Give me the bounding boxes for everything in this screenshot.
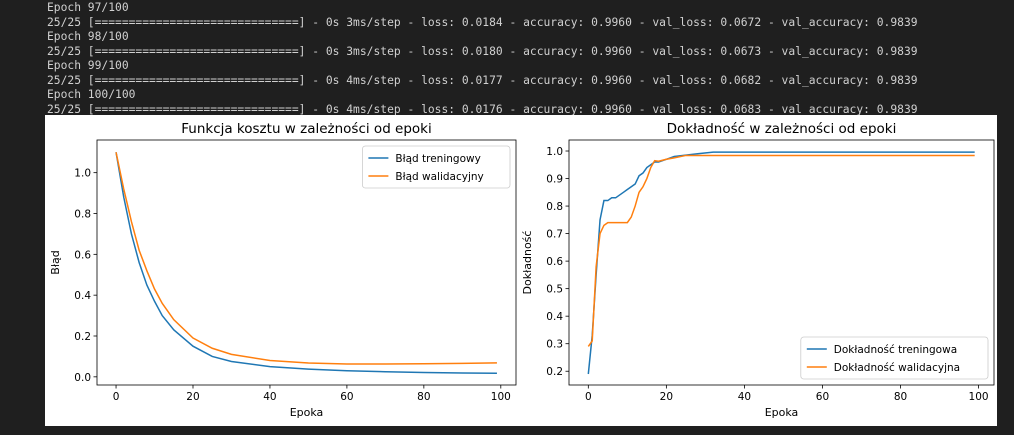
x-tick-label: 0	[113, 391, 120, 403]
terminal-line: Epoch 100/100	[47, 88, 136, 101]
y-tick-label: 0.6	[74, 249, 91, 261]
terminal-line: Epoch 97/100	[47, 1, 129, 14]
x-tick-label: 40	[738, 391, 751, 403]
y-tick-label: 0.3	[546, 339, 563, 351]
x-tick-label: 100	[969, 391, 989, 403]
y-tick-label: 0.9	[546, 174, 563, 186]
y-tick-label: 0.5	[546, 284, 563, 296]
legend-label: Błąd walidacyjny	[395, 171, 483, 183]
y-tick-label: 0.8	[546, 201, 563, 213]
data-line	[115, 152, 497, 374]
y-tick-label: 0.4	[74, 290, 91, 302]
x-axis-label: Epoka	[765, 406, 799, 419]
chart-title: Funkcja kosztu w zależności od epoki	[181, 121, 432, 137]
y-axis-label: Błąd	[49, 250, 62, 274]
legend-label: Dokładność treningowa	[834, 344, 957, 356]
data-line	[587, 154, 975, 347]
terminal-line: 25/25 [==============================] -…	[47, 73, 918, 87]
terminal-line: 25/25 [==============================] -…	[47, 15, 918, 29]
y-tick-label: 0.6	[546, 256, 563, 268]
x-tick-label: 0	[585, 391, 592, 403]
y-tick-label: 0.2	[74, 331, 91, 343]
x-tick-label: 60	[816, 391, 829, 403]
legend-box	[361, 145, 511, 189]
x-tick-label: 80	[894, 391, 907, 403]
terminal-line: 25/25 [==============================] -…	[47, 44, 918, 58]
chart-title: Dokładność w zależności od epoki	[667, 121, 897, 137]
figure: Funkcja kosztu w zależności od epoki 0 20 4…	[45, 115, 997, 426]
y-tick-label: 0.0	[74, 372, 91, 384]
data-line	[115, 152, 497, 365]
y-tick-label: 0.2	[546, 366, 563, 378]
terminal-line: Epoch 99/100	[47, 59, 129, 72]
y-tick-label: 0.7	[546, 229, 563, 241]
x-tick-label: 40	[263, 391, 276, 403]
x-tick-label: 100	[491, 391, 511, 403]
terminal-line: 25/25 [==============================] -…	[47, 102, 918, 116]
axes-frame	[96, 139, 517, 386]
x-tick-label: 20	[660, 391, 673, 403]
y-tick-label: 0.4	[546, 311, 563, 323]
terminal-output: Epoch 97/100 25/25 [=====================…	[47, 1, 918, 117]
legend-box	[800, 336, 989, 380]
terminal-line: Epoch 98/100	[47, 30, 129, 43]
y-tick-label: 1.0	[74, 168, 91, 180]
y-tick-label: 0.8	[74, 209, 91, 221]
data-line	[587, 151, 975, 375]
y-axis-label: Dokładność	[521, 231, 534, 295]
y-tick-label: 1.0	[546, 146, 563, 158]
legend-label: Dokładność walidacyjna	[834, 362, 960, 374]
legend-label: Błąd treningowy	[395, 153, 480, 165]
axes-frame	[568, 139, 995, 386]
x-tick-label: 80	[417, 391, 430, 403]
x-axis-label: Epoka	[290, 406, 324, 419]
x-tick-label: 20	[186, 391, 199, 403]
x-tick-label: 60	[340, 391, 353, 403]
